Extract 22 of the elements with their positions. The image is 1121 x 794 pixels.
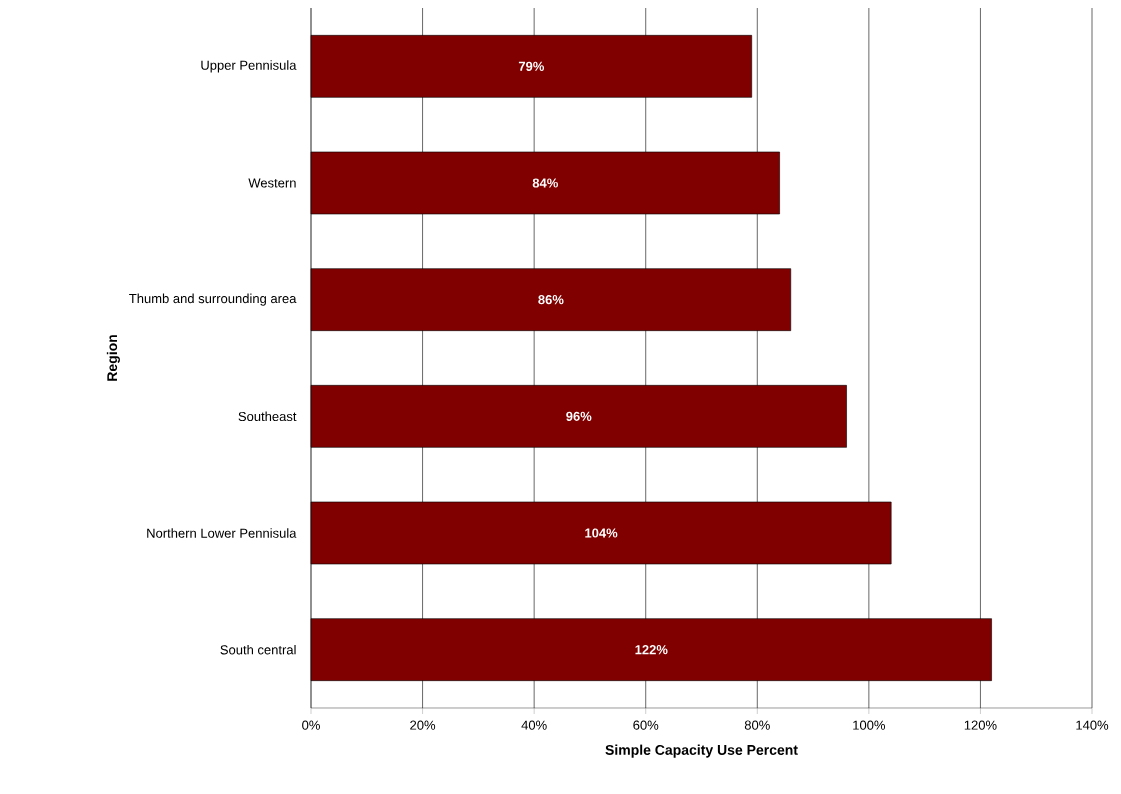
- x-tick-label: 140%: [1076, 720, 1109, 730]
- y-axis-title: Region: [106, 335, 120, 381]
- x-tick-label: 100%: [853, 720, 886, 730]
- y-tick-label: Southeast: [238, 411, 297, 422]
- data-label: 79%: [518, 61, 545, 71]
- x-tick-label: 20%: [410, 720, 436, 730]
- data-label: 86%: [538, 295, 564, 305]
- y-tick-label: Upper Pennisula: [201, 60, 297, 73]
- x-tick-label: 60%: [633, 720, 659, 730]
- y-tick-label: Western: [248, 178, 296, 188]
- x-tick-label: 40%: [521, 720, 547, 730]
- data-label: 122%: [635, 645, 668, 655]
- y-tick-label: Northern Lower Pennisula: [147, 528, 297, 538]
- y-tick-label: South central: [220, 644, 296, 655]
- x-tick-label: 120%: [964, 720, 997, 730]
- data-label: 96%: [566, 411, 592, 421]
- data-label: 84%: [532, 178, 558, 188]
- x-tick-label: 80%: [744, 720, 770, 730]
- data-label: 104%: [585, 528, 618, 538]
- x-tick-label: 0%: [302, 720, 320, 730]
- y-tick-label: Thumb and surrounding area: [129, 293, 297, 306]
- x-axis-title: Simple Capacity Use Percent: [605, 744, 798, 758]
